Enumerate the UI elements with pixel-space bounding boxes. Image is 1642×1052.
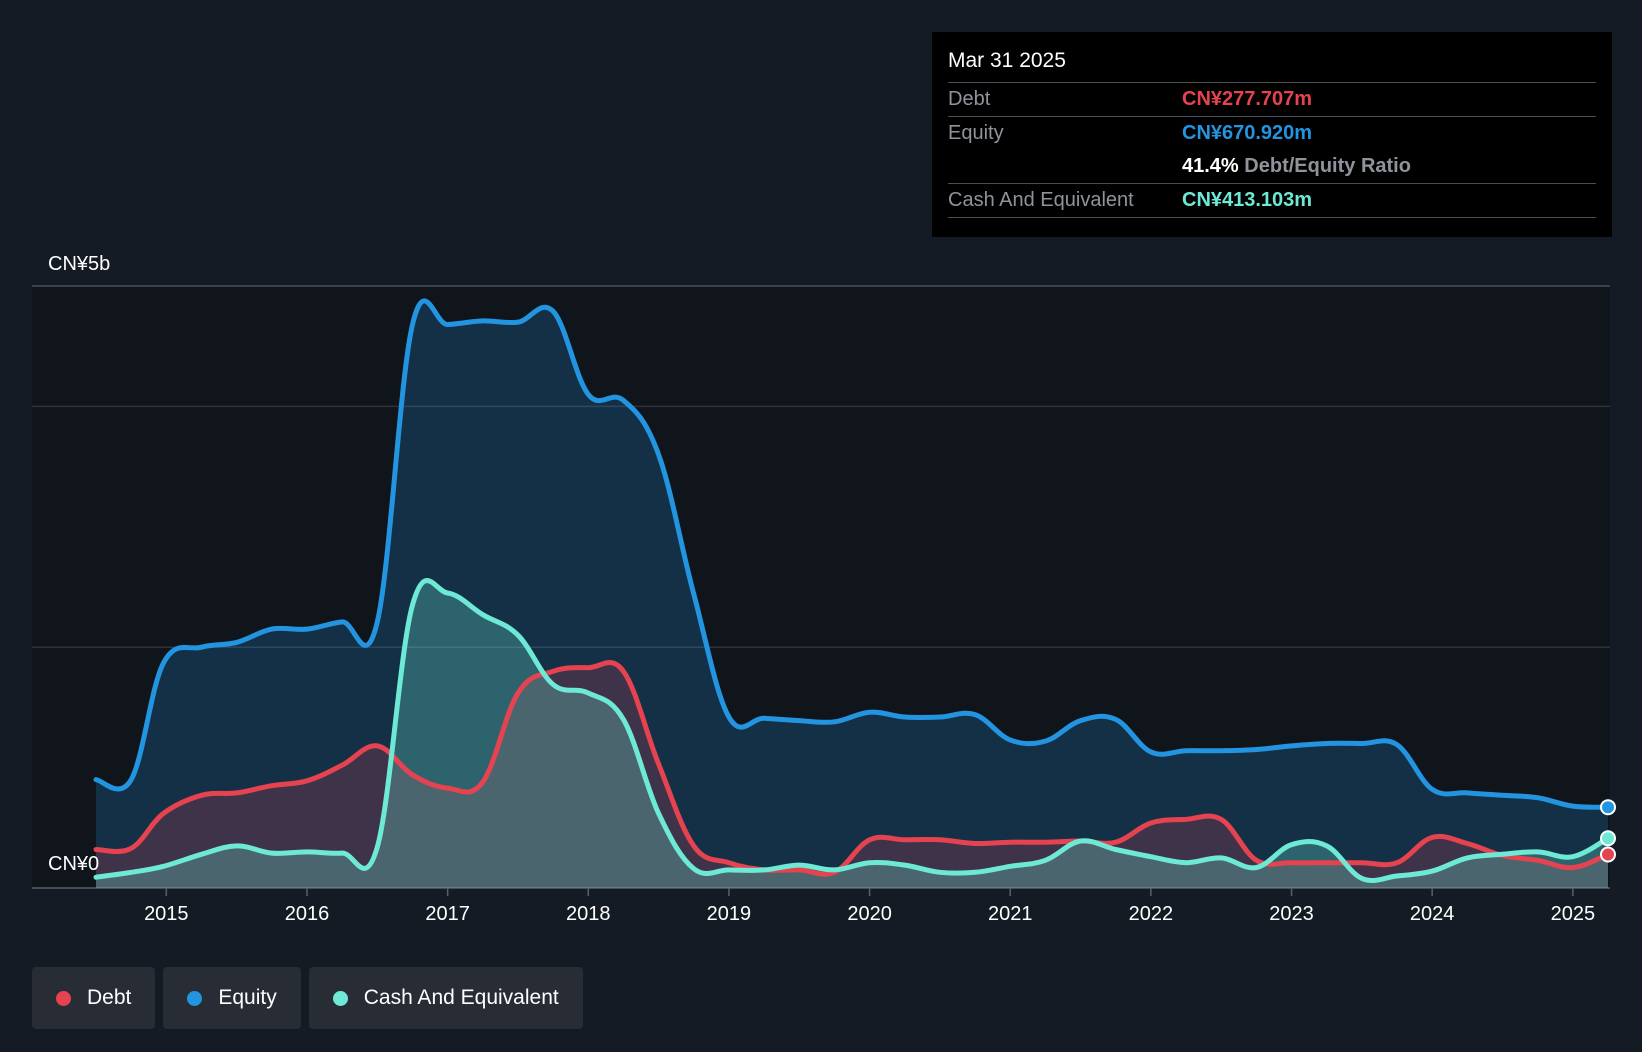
legend-dot-equity [187, 990, 203, 1006]
tooltip-row-equity: Equity CN¥670.920m [948, 117, 1596, 150]
series-line-equity [93, 298, 1611, 810]
x-tick-label: 2017 [425, 903, 470, 925]
series-area-equity [96, 300, 1608, 888]
legend-item-cash[interactable]: Cash And Equivalent [308, 967, 583, 1029]
series-end-marker-cash-and-equivalent [1600, 830, 1616, 847]
data-tooltip: Mar 31 2025 Debt CN¥277.707m Equity CN¥6… [932, 32, 1612, 237]
legend-label-debt: Debt [87, 986, 132, 1009]
x-tick-label: 2018 [566, 903, 611, 925]
series-end-markers [1600, 799, 1616, 863]
tooltip-row-ratio: 41.4% Debt/Equity Ratio [948, 150, 1596, 184]
series-line-cash-and-equivalent [93, 578, 1611, 883]
series-end-marker-equity [1600, 799, 1616, 816]
tooltip-cash-value: CN¥413.103m [1182, 189, 1313, 211]
x-tick-label: 2023 [1269, 903, 1314, 925]
x-axis-ticks: 2015 2016 2017 2018 2019 2020 2021 2022 2023 2024… [144, 888, 1595, 925]
y-axis-bottom-label: CN¥0 [48, 853, 99, 875]
tooltip-row-debt: Debt CN¥277.707m [948, 83, 1596, 117]
tooltip-debt-value: CN¥277.707m [1182, 88, 1313, 110]
series-end-marker-debt [1600, 846, 1616, 863]
series-area-cash-and-equivalent [96, 580, 1608, 888]
tooltip-equity-value: CN¥670.920m [1182, 122, 1313, 144]
tooltip-debt-label: Debt [948, 88, 991, 110]
legend-label-equity: Equity [218, 986, 277, 1009]
series-lines [93, 298, 1611, 883]
tooltip-date: Mar 31 2025 [948, 46, 1596, 83]
legend-dot-cash [332, 990, 348, 1006]
grid-lines [32, 285, 1610, 889]
tooltip-row-cash: Cash And Equivalent CN¥413.103m [948, 184, 1596, 218]
x-tick-label: 2019 [707, 903, 752, 925]
tooltip-ratio-value: 41.4% [1182, 155, 1239, 177]
x-tick-label: 2021 [988, 903, 1033, 925]
x-tick-label: 2022 [1129, 903, 1174, 925]
legend-item-debt[interactable]: Debt [32, 967, 156, 1029]
tooltip-ratio: 41.4% Debt/Equity Ratio [1182, 150, 1411, 183]
tooltip-ratio-label: Debt/Equity Ratio [1244, 155, 1411, 177]
chart-legend: Debt Equity Cash And Equivalent [32, 967, 583, 1029]
tooltip-equity-label: Equity [948, 122, 1004, 144]
x-tick-label: 2015 [144, 903, 189, 925]
y-axis-top-label: CN¥5b [48, 253, 110, 275]
legend-item-equity[interactable]: Equity [163, 967, 301, 1029]
x-tick-label: 2016 [285, 903, 330, 925]
x-tick-label: 2020 [847, 903, 892, 925]
x-tick-label: 2024 [1410, 903, 1455, 925]
plot-background [32, 286, 1610, 888]
tooltip-cash-label: Cash And Equivalent [948, 189, 1134, 211]
legend-dot-debt [56, 990, 71, 1006]
x-tick-label: 2025 [1551, 903, 1596, 925]
legend-label-cash: Cash And Equivalent [363, 986, 559, 1009]
